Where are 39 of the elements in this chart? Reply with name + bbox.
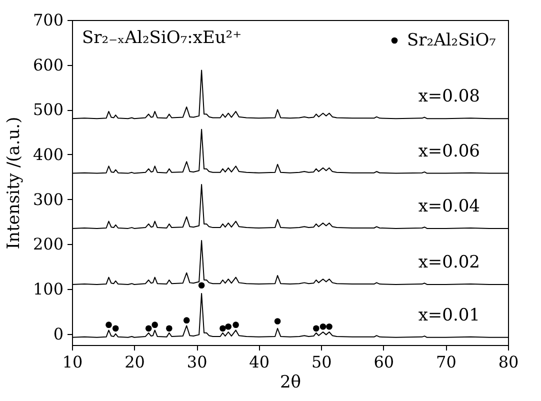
point <box>145 325 152 332</box>
point <box>106 322 112 328</box>
x-tick-label: 30 <box>186 352 208 372</box>
series-label: x=0.01 <box>418 305 480 326</box>
point <box>220 325 226 332</box>
y-tick-label: 0 <box>53 324 64 344</box>
legend-label: Sr₂Al₂SiO₇ <box>407 30 496 50</box>
x-tick-label: 80 <box>498 352 519 372</box>
x-tick-label: 70 <box>436 352 456 372</box>
y-tick-label: 300 <box>32 190 64 209</box>
series-label: x=0.08 <box>418 86 480 107</box>
x-tick-label: 20 <box>124 352 145 372</box>
point <box>313 325 320 332</box>
point <box>112 325 119 332</box>
point <box>274 318 281 324</box>
x-axis-title: 2θ <box>280 372 302 392</box>
x-tick-label: 40 <box>249 352 270 372</box>
y-tick-label: 500 <box>32 100 64 120</box>
x-tick-label: 60 <box>374 352 394 372</box>
series-label: x=0.02 <box>418 252 480 272</box>
series-label: x=0.06 <box>418 141 480 162</box>
point <box>232 322 239 328</box>
x-tick-label: 50 <box>311 352 332 372</box>
y-tick-label: 700 <box>32 10 64 30</box>
point <box>183 317 190 324</box>
y-axis-title: Intensity /(a.u.) <box>4 116 24 250</box>
y-tick-label: 400 <box>32 144 64 164</box>
y-tick-label: 200 <box>32 234 64 254</box>
series-label: x=0.04 <box>418 196 480 216</box>
point <box>152 322 158 328</box>
point <box>198 282 205 289</box>
point <box>166 325 172 332</box>
point <box>320 323 326 330</box>
point <box>225 323 232 330</box>
annotation: Sr₂₋ₓAl₂SiO₇:xEu²⁺ <box>82 28 242 48</box>
y-tick-label: 100 <box>32 279 64 298</box>
y-tick-label: 600 <box>32 55 64 74</box>
x-tick-label: 10 <box>62 352 83 372</box>
point <box>326 323 332 330</box>
